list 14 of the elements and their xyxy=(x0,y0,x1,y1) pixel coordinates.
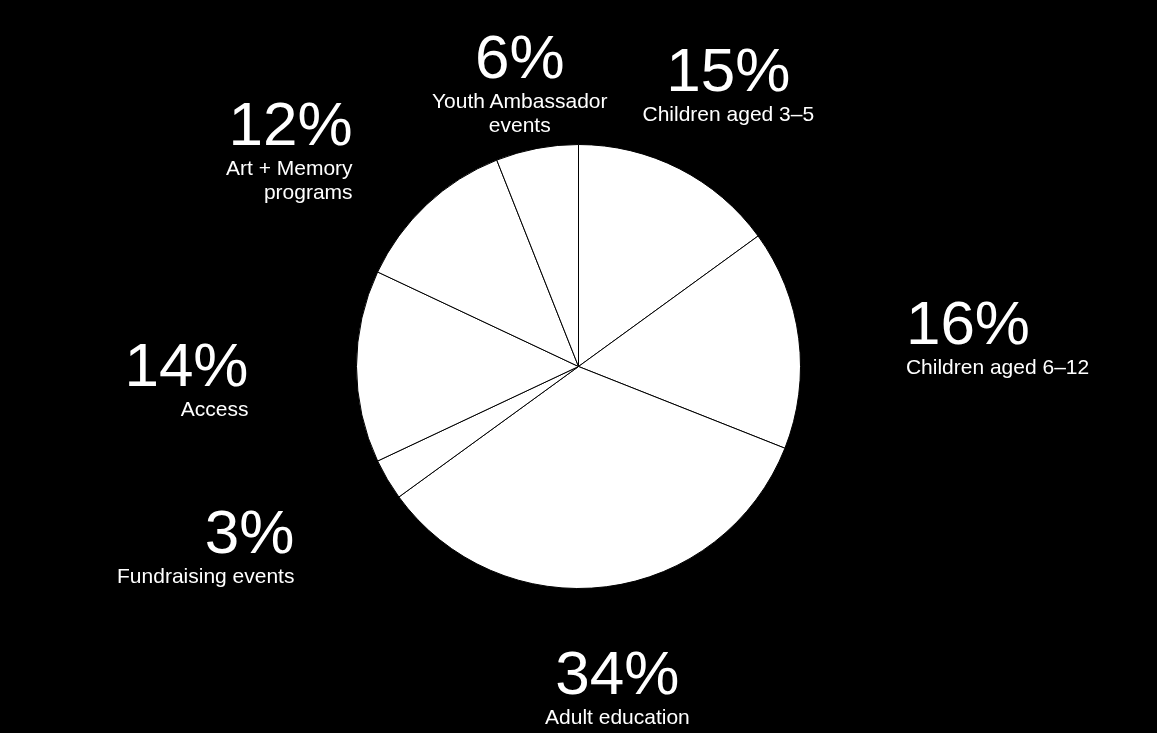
data-label: 3% xyxy=(204,497,295,567)
data-label: 12% xyxy=(228,88,353,158)
slice-label: Art + Memory programs xyxy=(225,155,354,203)
slice-label: Fundraising events xyxy=(117,564,295,588)
slice-label: Access xyxy=(180,396,249,420)
slice-label: Youth Ambassador events xyxy=(431,88,608,136)
slice-label: Adult education xyxy=(545,704,690,728)
data-label: 14% xyxy=(124,329,249,399)
data-label: 34% xyxy=(555,637,680,707)
data-label: 6% xyxy=(474,21,565,91)
data-label: 16% xyxy=(905,288,1030,358)
slice-label: Children aged 6–12 xyxy=(905,355,1090,379)
slice-label: Children aged 3–5 xyxy=(642,102,815,126)
data-label: 15% xyxy=(666,35,791,105)
